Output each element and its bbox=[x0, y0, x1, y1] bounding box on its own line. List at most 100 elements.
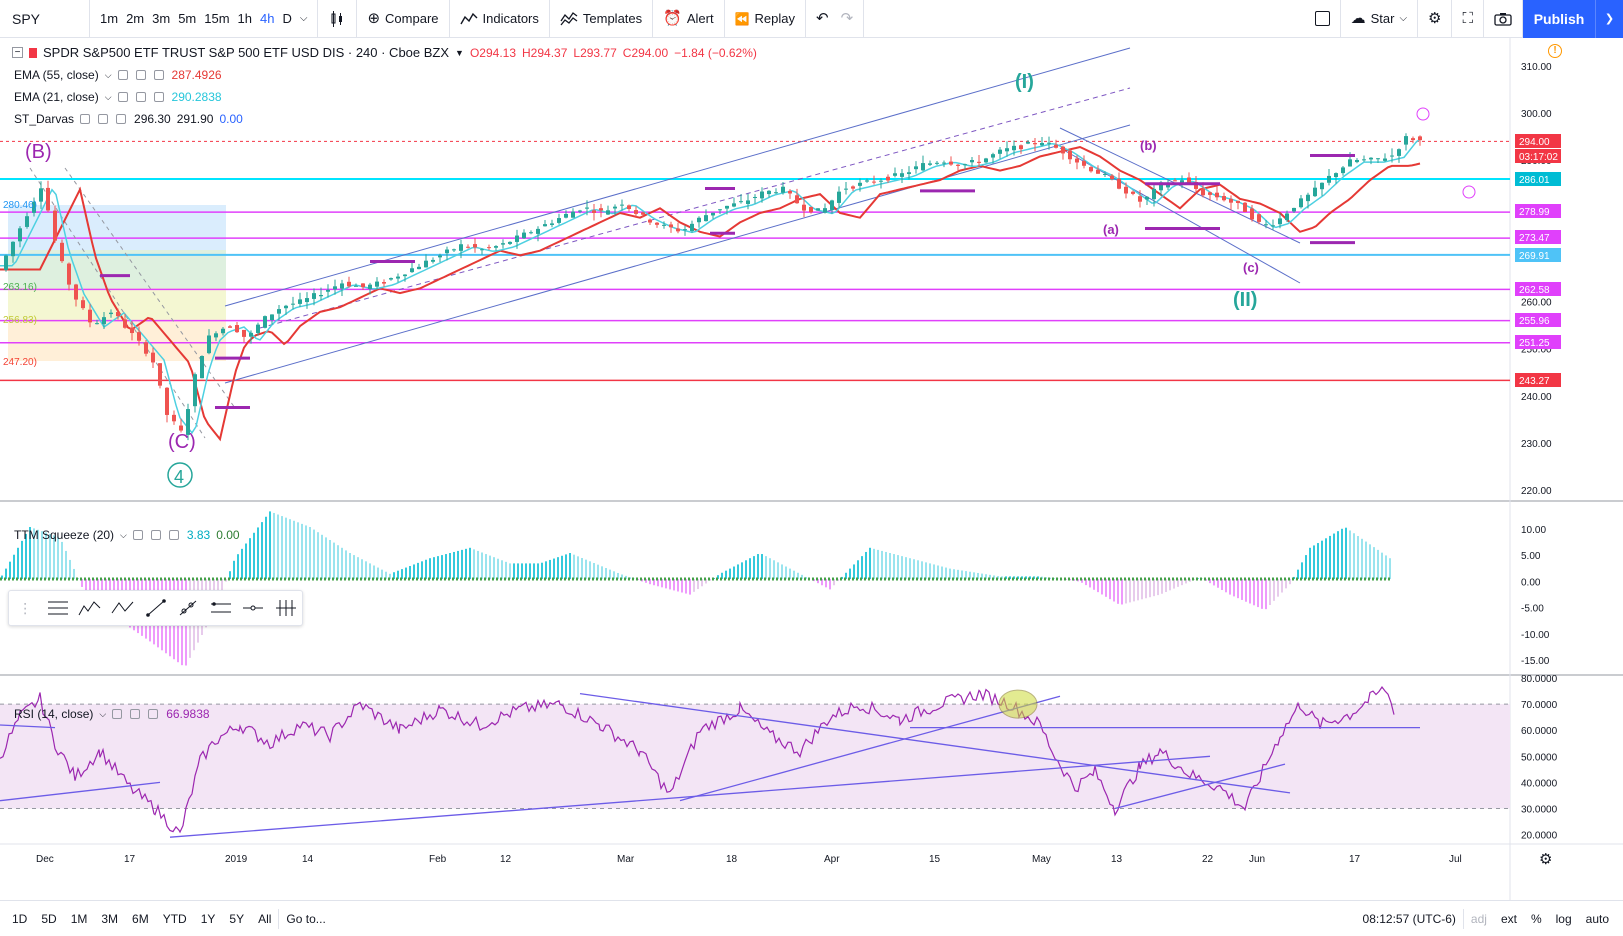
range-5d[interactable]: 5D bbox=[41, 911, 57, 926]
settings-icon[interactable] bbox=[135, 70, 146, 80]
close-icon[interactable] bbox=[116, 114, 127, 124]
interval-5m[interactable]: 5m bbox=[178, 11, 197, 26]
replay-button[interactable]: ⏪ Replay bbox=[725, 0, 806, 38]
layout-button[interactable] bbox=[1305, 0, 1341, 38]
ray-tool[interactable] bbox=[172, 591, 205, 625]
rsi-trendline bbox=[0, 781, 161, 802]
close-icon[interactable] bbox=[168, 530, 179, 540]
adj-toggle[interactable]: adj bbox=[1470, 911, 1487, 926]
channel-tool[interactable] bbox=[204, 591, 237, 625]
goto-button[interactable]: Go to... bbox=[286, 911, 326, 926]
ttm-legend[interactable]: TTM Squeeze (20) ⌵ 3.83 0.00 bbox=[14, 528, 240, 542]
rsi-legend[interactable]: RSI (14, close) ⌵ 66.9838 bbox=[14, 707, 210, 721]
interval-1h[interactable]: 1h bbox=[237, 11, 253, 26]
eye-icon[interactable] bbox=[117, 70, 128, 80]
eye-icon[interactable] bbox=[80, 114, 91, 124]
interval-1m[interactable]: 1m bbox=[100, 11, 119, 26]
chevron-down-icon[interactable]: ⌵ bbox=[299, 13, 308, 24]
range-ytd[interactable]: YTD bbox=[162, 911, 187, 926]
time-axis-tick: 15 bbox=[929, 854, 941, 865]
warning-icon[interactable]: ! bbox=[1548, 44, 1562, 58]
candle-body bbox=[74, 284, 78, 300]
elliott-correction-tool[interactable] bbox=[107, 591, 140, 625]
chart-type-button[interactable] bbox=[318, 0, 358, 38]
horizontal-line-tool[interactable] bbox=[237, 591, 270, 625]
candle-body bbox=[396, 276, 400, 279]
clock-readout[interactable]: 08:12:57 (UTC-6) bbox=[1362, 911, 1456, 926]
symbol-title[interactable]: SPDR S&P500 ETF TRUST S&P 500 ETF USD DI… bbox=[43, 45, 450, 60]
collapse-icon[interactable]: − bbox=[12, 47, 23, 58]
interval-2m[interactable]: 2m bbox=[126, 11, 145, 26]
interval-3m[interactable]: 3m bbox=[152, 11, 171, 26]
time-axis-tick: 18 bbox=[726, 854, 738, 865]
range-6m[interactable]: 6M bbox=[132, 911, 149, 926]
trendline-tool[interactable] bbox=[139, 591, 172, 625]
alert-button[interactable]: ⏰ Alert bbox=[653, 0, 725, 38]
interval-4h[interactable]: 4h bbox=[260, 11, 275, 26]
ttm-axis-tick: -15.00 bbox=[1521, 656, 1550, 667]
fib-zone-green bbox=[8, 250, 226, 288]
range-5y[interactable]: 5Y bbox=[229, 911, 245, 926]
auto-toggle[interactable]: auto bbox=[1585, 911, 1609, 926]
ema55-legend[interactable]: EMA (55, close) ⌵ 287.4926 bbox=[14, 68, 222, 82]
eye-icon[interactable] bbox=[112, 709, 123, 719]
eye-icon[interactable] bbox=[132, 530, 143, 540]
candle-body bbox=[508, 241, 512, 244]
drag-handle[interactable]: ⋮ bbox=[9, 591, 42, 625]
ema21-legend[interactable]: EMA (21, close) ⌵ 290.2838 bbox=[14, 90, 222, 104]
interval-15m[interactable]: 15m bbox=[204, 11, 230, 26]
candle-body bbox=[1362, 159, 1366, 161]
ext-toggle[interactable]: ext bbox=[1500, 911, 1517, 926]
candle-body bbox=[151, 352, 155, 363]
fullscreen-button[interactable]: ⛶ bbox=[1452, 0, 1484, 38]
interval-D[interactable]: D bbox=[282, 11, 292, 26]
publish-button[interactable]: Publish bbox=[1523, 0, 1595, 38]
redo-icon[interactable]: ↷ bbox=[840, 10, 854, 27]
settings-icon[interactable] bbox=[130, 709, 141, 719]
star-button[interactable]: ☁ Star ⌵ bbox=[1341, 0, 1419, 38]
chart-canvas[interactable]: (B) (C) 4 (I) (II) (a) (b) (c) 280.46) 263.16) 256… bbox=[0, 38, 1623, 900]
candle-body bbox=[1019, 145, 1023, 150]
candle-body bbox=[732, 203, 736, 207]
log-toggle[interactable]: log bbox=[1555, 911, 1572, 926]
title-chevron-icon[interactable]: ▼ bbox=[455, 47, 464, 58]
price-tag-label: 255.96 bbox=[1519, 316, 1550, 327]
settings-icon[interactable] bbox=[98, 114, 109, 124]
undo-icon[interactable]: ↶ bbox=[815, 10, 829, 27]
range-3m[interactable]: 3M bbox=[101, 911, 119, 926]
candle-body bbox=[774, 192, 778, 194]
compare-button[interactable]: ⊕ Compare bbox=[357, 0, 450, 38]
fib-tool[interactable] bbox=[42, 591, 75, 625]
darvas-legend[interactable]: ST_Darvas 296.30 291.90 0.00 bbox=[14, 112, 243, 126]
settings-icon[interactable] bbox=[135, 92, 146, 102]
candle-body bbox=[270, 314, 274, 321]
candle-body bbox=[277, 309, 281, 314]
close-icon[interactable] bbox=[153, 92, 164, 102]
symbol-search[interactable]: SPY bbox=[0, 0, 90, 38]
rewind-icon: ⏪ bbox=[734, 11, 750, 26]
range-1m[interactable]: 1M bbox=[70, 911, 88, 926]
indicators-button[interactable]: Indicators bbox=[450, 0, 550, 38]
candle-body bbox=[291, 303, 295, 305]
close-icon[interactable] bbox=[153, 70, 164, 80]
settings-button[interactable]: ⚙ bbox=[1418, 0, 1453, 38]
range-1d[interactable]: 1D bbox=[12, 911, 28, 926]
templates-button[interactable]: Templates bbox=[550, 0, 654, 38]
snapshot-button[interactable] bbox=[1484, 0, 1523, 38]
percent-toggle[interactable]: % bbox=[1530, 911, 1542, 926]
candle-body bbox=[1285, 213, 1289, 221]
eye-icon[interactable] bbox=[117, 92, 128, 102]
wave-label-II: (II) bbox=[1233, 289, 1257, 311]
publish-dropdown[interactable]: ❯ bbox=[1595, 0, 1623, 38]
range-1y[interactable]: 1Y bbox=[200, 911, 216, 926]
candle-body bbox=[977, 161, 981, 163]
range-all[interactable]: All bbox=[258, 911, 272, 926]
candle-body bbox=[466, 246, 470, 248]
close-icon[interactable] bbox=[148, 709, 159, 719]
elliott-impulse-tool[interactable] bbox=[74, 591, 107, 625]
candle-body bbox=[697, 217, 701, 223]
time-axis-gear-icon[interactable]: ⚙ bbox=[1539, 851, 1552, 868]
chevron-down-icon: ⌵ bbox=[104, 91, 112, 102]
vertical-lines-tool[interactable] bbox=[270, 591, 303, 625]
settings-icon[interactable] bbox=[150, 530, 161, 540]
